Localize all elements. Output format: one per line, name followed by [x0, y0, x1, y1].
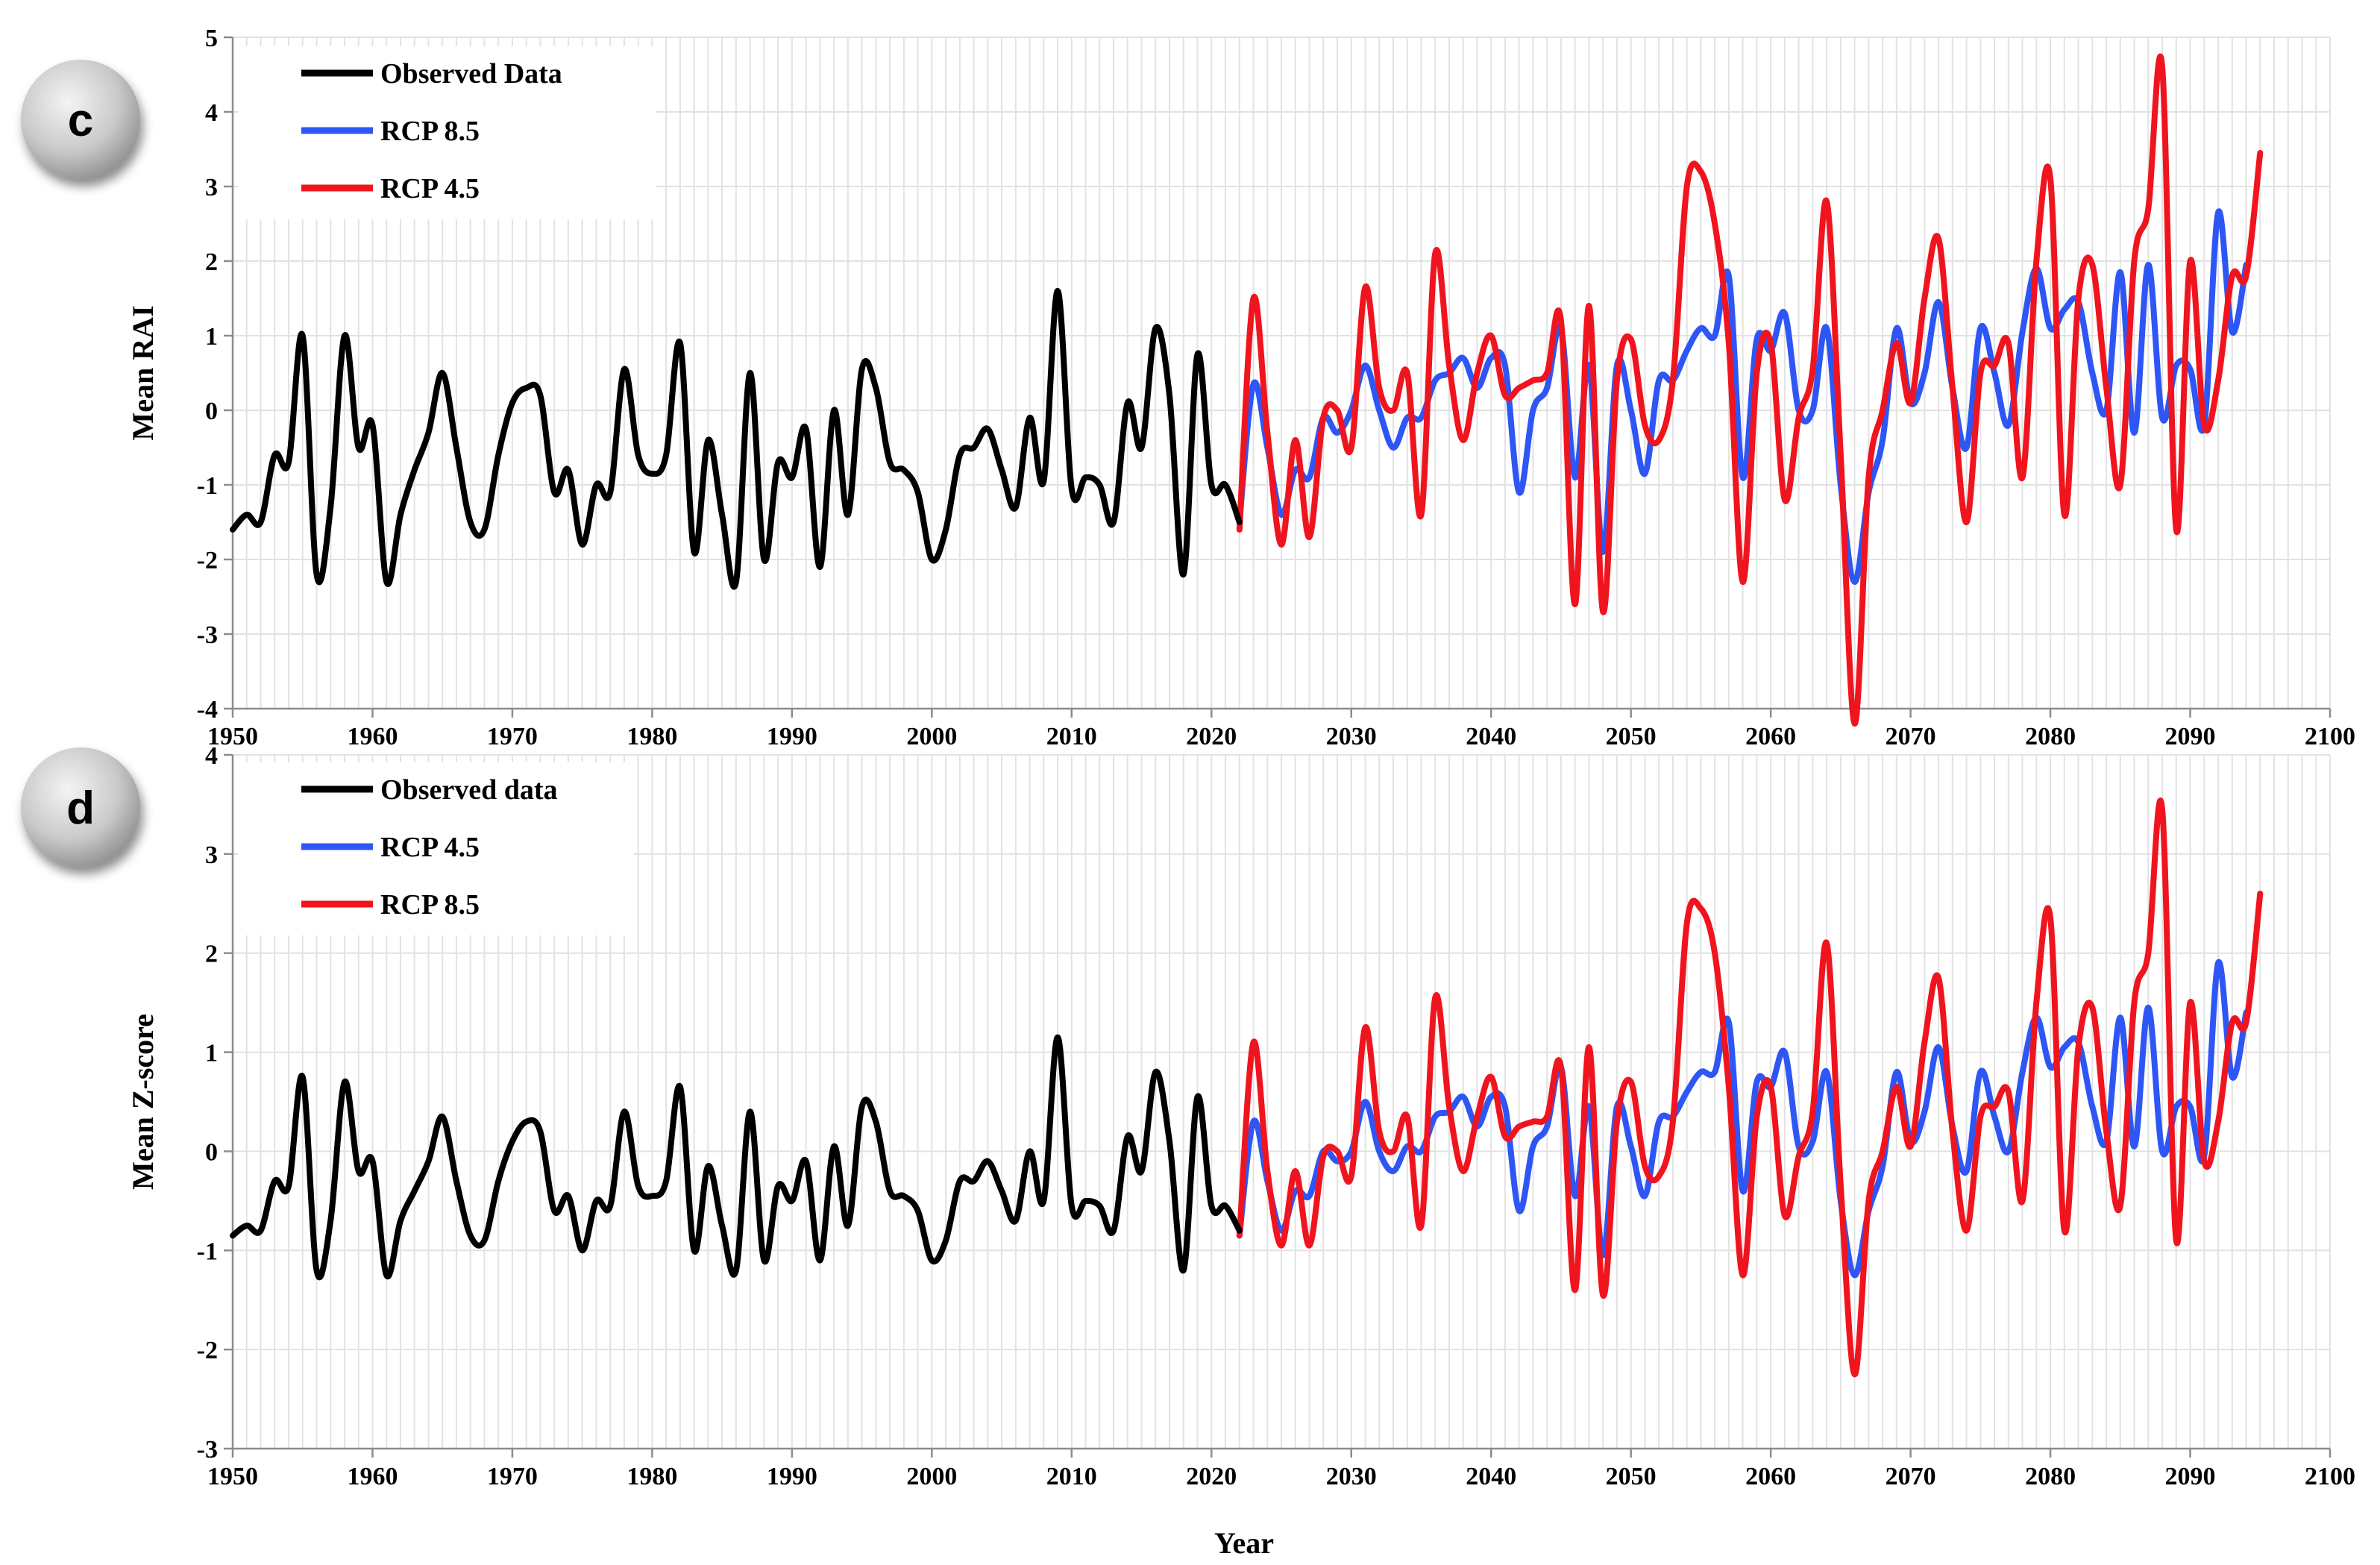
series-line-observed-data	[230, 287, 1243, 590]
x-tick-label: 2100	[2305, 1463, 2355, 1490]
x-tick-label: 2070	[1886, 1463, 1936, 1490]
grid	[232, 37, 2331, 709]
y-tick-label: -4	[197, 696, 218, 724]
x-tick-label: 2090	[2165, 1463, 2216, 1490]
x-tick-label: 1970	[487, 723, 538, 750]
x-tick-label: 1970	[487, 1463, 538, 1490]
y-tick-label: 2	[205, 941, 218, 968]
grid	[232, 754, 2331, 1449]
y-axis-label: Mean Z-score	[126, 1014, 160, 1190]
legend-entry: RCP 8.5	[380, 116, 480, 147]
y-tick-label: 4	[205, 742, 218, 770]
legend-entry: RCP 4.5	[380, 173, 480, 204]
x-tick-label: 2000	[906, 723, 957, 750]
y-axis-label: Mean RAI	[126, 305, 160, 440]
x-tick-label: 2100	[2305, 723, 2355, 750]
x-tick-label: 1990	[767, 1463, 817, 1490]
x-tick-label: 2000	[906, 1463, 957, 1490]
y-tick-label: 0	[205, 398, 218, 425]
x-tick-label: 2020	[1186, 723, 1237, 750]
panel-c: -4 -3 -2 -1 0 1 2 3 4 5 1950 1960 1970 1980 1990 2000 20…	[21, 25, 2355, 750]
x-tick-label: 2010	[1046, 723, 1097, 750]
y-tick-label: -1	[197, 1238, 218, 1265]
series-line-observed-data	[230, 1034, 1243, 1281]
panel-label: d	[66, 782, 95, 834]
x-tick-label: 1960	[347, 723, 398, 750]
x-tick-label: 1950	[207, 1463, 258, 1490]
y-tick-label: 1	[205, 323, 218, 351]
panel-badge: c	[21, 60, 140, 179]
y-tick-label: -2	[197, 547, 218, 574]
legend: Observed data RCP 4.5 RCP 8.5	[239, 762, 634, 935]
x-tick-label: 2070	[1886, 723, 1936, 750]
x-tick-label: 2090	[2165, 723, 2216, 750]
y-tick-label: -3	[197, 621, 218, 649]
panel-d: -3 -2 -1 0 1 2 3 4 1950 1960 1970 1980 1990 2000 2010 2…	[21, 742, 2355, 1560]
x-tick-label: 2030	[1326, 723, 1377, 750]
legend-entry: RCP 8.5	[380, 889, 480, 921]
x-tick-label: 2050	[1606, 1463, 1657, 1490]
panel-label: c	[68, 95, 93, 146]
legend-entry: RCP 4.5	[380, 832, 480, 863]
y-tick-label: 5	[205, 25, 218, 52]
panel-badge: d	[21, 747, 140, 867]
x-tick-label: 1960	[347, 1463, 398, 1490]
y-tick-label: 0	[205, 1138, 218, 1166]
y-tick-label: -1	[197, 472, 218, 500]
x-tick-label: 2080	[2025, 723, 2076, 750]
x-tick-label: 1990	[767, 723, 817, 750]
x-tick-label: 2040	[1466, 723, 1516, 750]
x-tick-label: 2060	[1745, 1463, 1796, 1490]
y-tick-label: 3	[205, 174, 218, 201]
x-tick-label: 2030	[1326, 1463, 1377, 1490]
x-tick-label: 1950	[207, 723, 258, 750]
x-tick-label: 2080	[2025, 1463, 2076, 1490]
legend-entry: Observed data	[380, 774, 558, 806]
y-tick-label: -3	[197, 1436, 218, 1464]
y-tick-label: -2	[197, 1337, 218, 1364]
x-tick-label: 2020	[1186, 1463, 1237, 1490]
x-tick-label: 1980	[627, 1463, 677, 1490]
series-line-rcp-4-5	[1236, 53, 2264, 727]
x-tick-label: 2050	[1606, 723, 1657, 750]
y-tick-label: 1	[205, 1040, 218, 1067]
y-tick-label: 2	[205, 248, 218, 276]
x-tick-label: 2040	[1466, 1463, 1516, 1490]
x-tick-label: 1980	[627, 723, 677, 750]
y-tick-label: 3	[205, 841, 218, 869]
x-axis-label: Year	[1214, 1526, 1274, 1560]
legend-entry: Observed Data	[380, 58, 562, 90]
legend: Observed Data RCP 8.5 RCP 4.5	[239, 46, 656, 219]
x-tick-label: 2060	[1745, 723, 1796, 750]
series-line-rcp-8-5	[1236, 797, 2264, 1378]
x-tick-label: 2010	[1046, 1463, 1097, 1490]
y-tick-label: 4	[205, 99, 218, 127]
